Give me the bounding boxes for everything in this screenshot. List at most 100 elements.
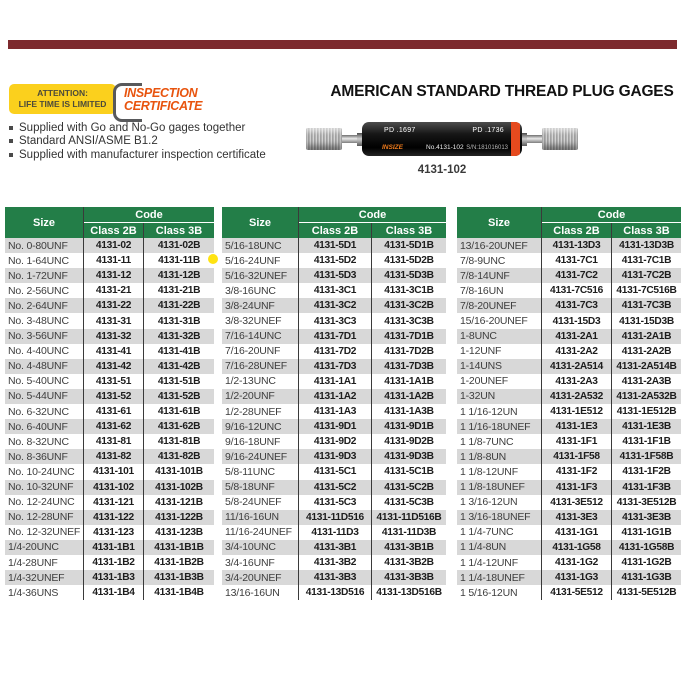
table-row: 1/4-32UNEF 4131-1B3 4131-1B3B [5,570,214,586]
class-2b-header: Class 2B [542,223,611,238]
attention-badge: ATTENTION: LIFE TIME IS LIMITED [9,84,116,114]
size-cell: 3/4-20UNEF [225,571,282,584]
class-3b-code-cell: 4131-32B [143,328,214,344]
table-row: No. 5-44UNF 4131-52 4131-52B [5,388,214,405]
class-2b-code-cell: 4131-82 [83,449,143,465]
table-row: 5/8-11UNC 4131-5C1 4131-5C1B [222,464,446,480]
class-2b-code-cell: 4131-52 [83,388,143,405]
class-3b-code-cell: 4131-51B [143,373,214,389]
class-2b-code-cell: 4131-1B3 [83,570,143,586]
class-2b-code-cell: 4131-2A514 [541,358,611,374]
class-2b-code-cell: 4131-42 [83,358,143,374]
size-cell: No. 8-32UNC [8,435,69,448]
size-cell: No. 0-80UNF [8,239,68,252]
class-3b-code-cell: 4131-1E3B [611,419,681,435]
brand-logo: INSIZE [382,144,403,151]
table-row: 9/16-18UNF 4131-9D2 4131-9D2B [222,434,446,450]
size-cell: 1 3/16-12UN [460,496,518,509]
class-2b-code-cell: 4131-1E512 [541,404,611,420]
size-cell: 5/8-11UNC [225,465,275,478]
size-cell: 3/8-16UNC [225,284,276,297]
class-3b-code-cell: 4131-1B1B [143,539,214,555]
class-3b-code-cell: 4131-1F3B [611,479,681,495]
size-cell: No. 12-24UNC [8,496,75,509]
size-cell: 9/16-24UNEF [225,450,287,463]
table-row: 7/8-14UNF 4131-7C2 4131-7C2B [457,268,681,284]
gage-pd-right-label: PD .1736 [472,127,504,134]
class-3b-code-cell: 4131-3E512B [611,494,681,510]
class-3b-header: Class 3B [611,223,681,238]
table-row: 1 1/8-7UNC 4131-1F1 4131-1F1B [457,434,681,450]
class-3b-code-cell: 4131-101B [143,464,214,480]
bullet-square-icon [9,152,13,157]
class-3b-code-cell: 4131-13D516B [371,585,446,601]
thread-plug-gage-photo: PD .1697 PD .1736 INSIZE No.4131-102 S/N… [306,119,578,159]
table-row: 5/16-32UNEF 4131-5D3 4131-5D3B [222,268,446,284]
class-3b-code-cell: 4131-5D3B [371,268,446,284]
size-cell: No. 5-40UNC [8,375,69,388]
class-3b-code-cell: 4131-1B2B [143,554,214,571]
class-3b-code-cell: 4131-7D3B [371,358,446,374]
class-3b-code-cell: 4131-11D3B [371,524,446,540]
table-row: 1 1/16-12UN 4131-1E512 4131-1E512B [457,404,681,420]
size-cell: 11/16-24UNEF [225,526,292,539]
class-3b-code-cell: 4131-5C1B [371,464,446,480]
table-row: 11/16-16UN 4131-11D516 4131-11D516B [222,509,446,525]
table-row: 7/16-20UNF 4131-7D2 4131-7D2B [222,343,446,359]
size-cell: 1-12UNF [460,345,502,358]
table-row: No. 1-72UNF 4131-12 4131-12B [5,268,214,284]
code-column-header-group: Code Class 2B Class 3B [298,207,446,238]
table-row: 1 1/8-12UNF 4131-1F2 4131-1F2B [457,464,681,480]
size-cell: 1 1/8-18UNEF [460,481,525,494]
class-3b-code-cell: 4131-1B4B [143,585,214,601]
table-row: 5/16-24UNF 4131-5D2 4131-5D2B [222,253,446,269]
class-3b-code-cell: 4131-13D3B [611,238,681,254]
class-2b-code-cell: 4131-13D516 [298,585,371,601]
table-row: 1-32UN 4131-2A532 4131-2A532B [457,388,681,405]
table-header: Size Code Class 2B Class 3B [222,207,446,238]
class-3b-code-cell: 4131-31B [143,313,214,329]
size-cell: 1/2-20UNF [225,390,275,403]
class-3b-code-cell: 4131-1A3B [371,404,446,420]
size-cell: 11/16-16UN [225,511,279,524]
class-3b-code-cell: 4131-12B [143,268,214,284]
class-2b-code-cell: 4131-1E3 [541,419,611,435]
size-cell: 1 1/8-12UNF [460,465,518,478]
class-3b-code-cell: 4131-2A514B [611,358,681,374]
table-row: No. 12-32UNEF 4131-123 4131-123B [5,524,214,540]
class-2b-code-cell: 4131-5C1 [298,464,371,480]
class-3b-code-cell: 4131-1G3B [611,570,681,586]
class-3b-code-cell: 4131-5E512B [611,585,681,601]
class-2b-code-cell: 4131-1F58 [541,449,611,465]
class-2b-code-cell: 4131-3C2 [298,298,371,314]
class-3b-code-cell: 4131-21B [143,283,214,299]
class-3b-code-cell: 4131-82B [143,449,214,465]
class-2b-code-cell: 4131-1G1 [541,524,611,540]
class-2b-code-cell: 4131-123 [83,524,143,540]
table-row: 3/4-10UNC 4131-3B1 4131-3B1B [222,539,446,555]
attention-badge-line1: ATTENTION: [37,88,88,98]
class-2b-code-cell: 4131-11D3 [298,524,371,540]
table-row: 9/16-24UNEF 4131-9D3 4131-9D3B [222,449,446,465]
size-cell: 1 1/16-18UNEF [460,420,531,433]
size-cell: 13/16-20UNEF [460,239,528,252]
table-row: 7/8-16UN 4131-7C516 4131-7C516B [457,283,681,299]
gage-right-thread [542,128,578,150]
class-2b-code-cell: 4131-12 [83,268,143,284]
table-row: 1 1/8-8UN 4131-1F58 4131-1F58B [457,449,681,465]
table-row: 1 3/16-12UN 4131-3E512 4131-3E512B [457,494,681,510]
class-2b-header: Class 2B [299,223,371,238]
class-3b-code-cell: 4131-52B [143,388,214,405]
size-cell: 3/4-10UNC [225,541,276,554]
size-cell: 3/8-32UNEF [225,315,282,328]
table-row: 3/8-32UNEF 4131-3C3 4131-3C3B [222,313,446,329]
feature-text: Standard ANSI/ASME B1.2 [19,135,158,148]
table-row: 1/2-13UNC 4131-1A1 4131-1A1B [222,373,446,389]
size-cell: No. 12-28UNF [8,511,74,524]
class-2b-code-cell: 4131-3B1 [298,539,371,555]
class-2b-code-cell: 4131-7C1 [541,253,611,269]
table-row: 1/2-28UNEF 4131-1A3 4131-1A3B [222,404,446,420]
size-code-table-2: Size Code Class 2B Class 3B 5/16-18UNC 41… [222,207,446,601]
class-2b-code-cell: 4131-1B2 [83,554,143,571]
class-3b-code-cell: 4131-22B [143,298,214,314]
